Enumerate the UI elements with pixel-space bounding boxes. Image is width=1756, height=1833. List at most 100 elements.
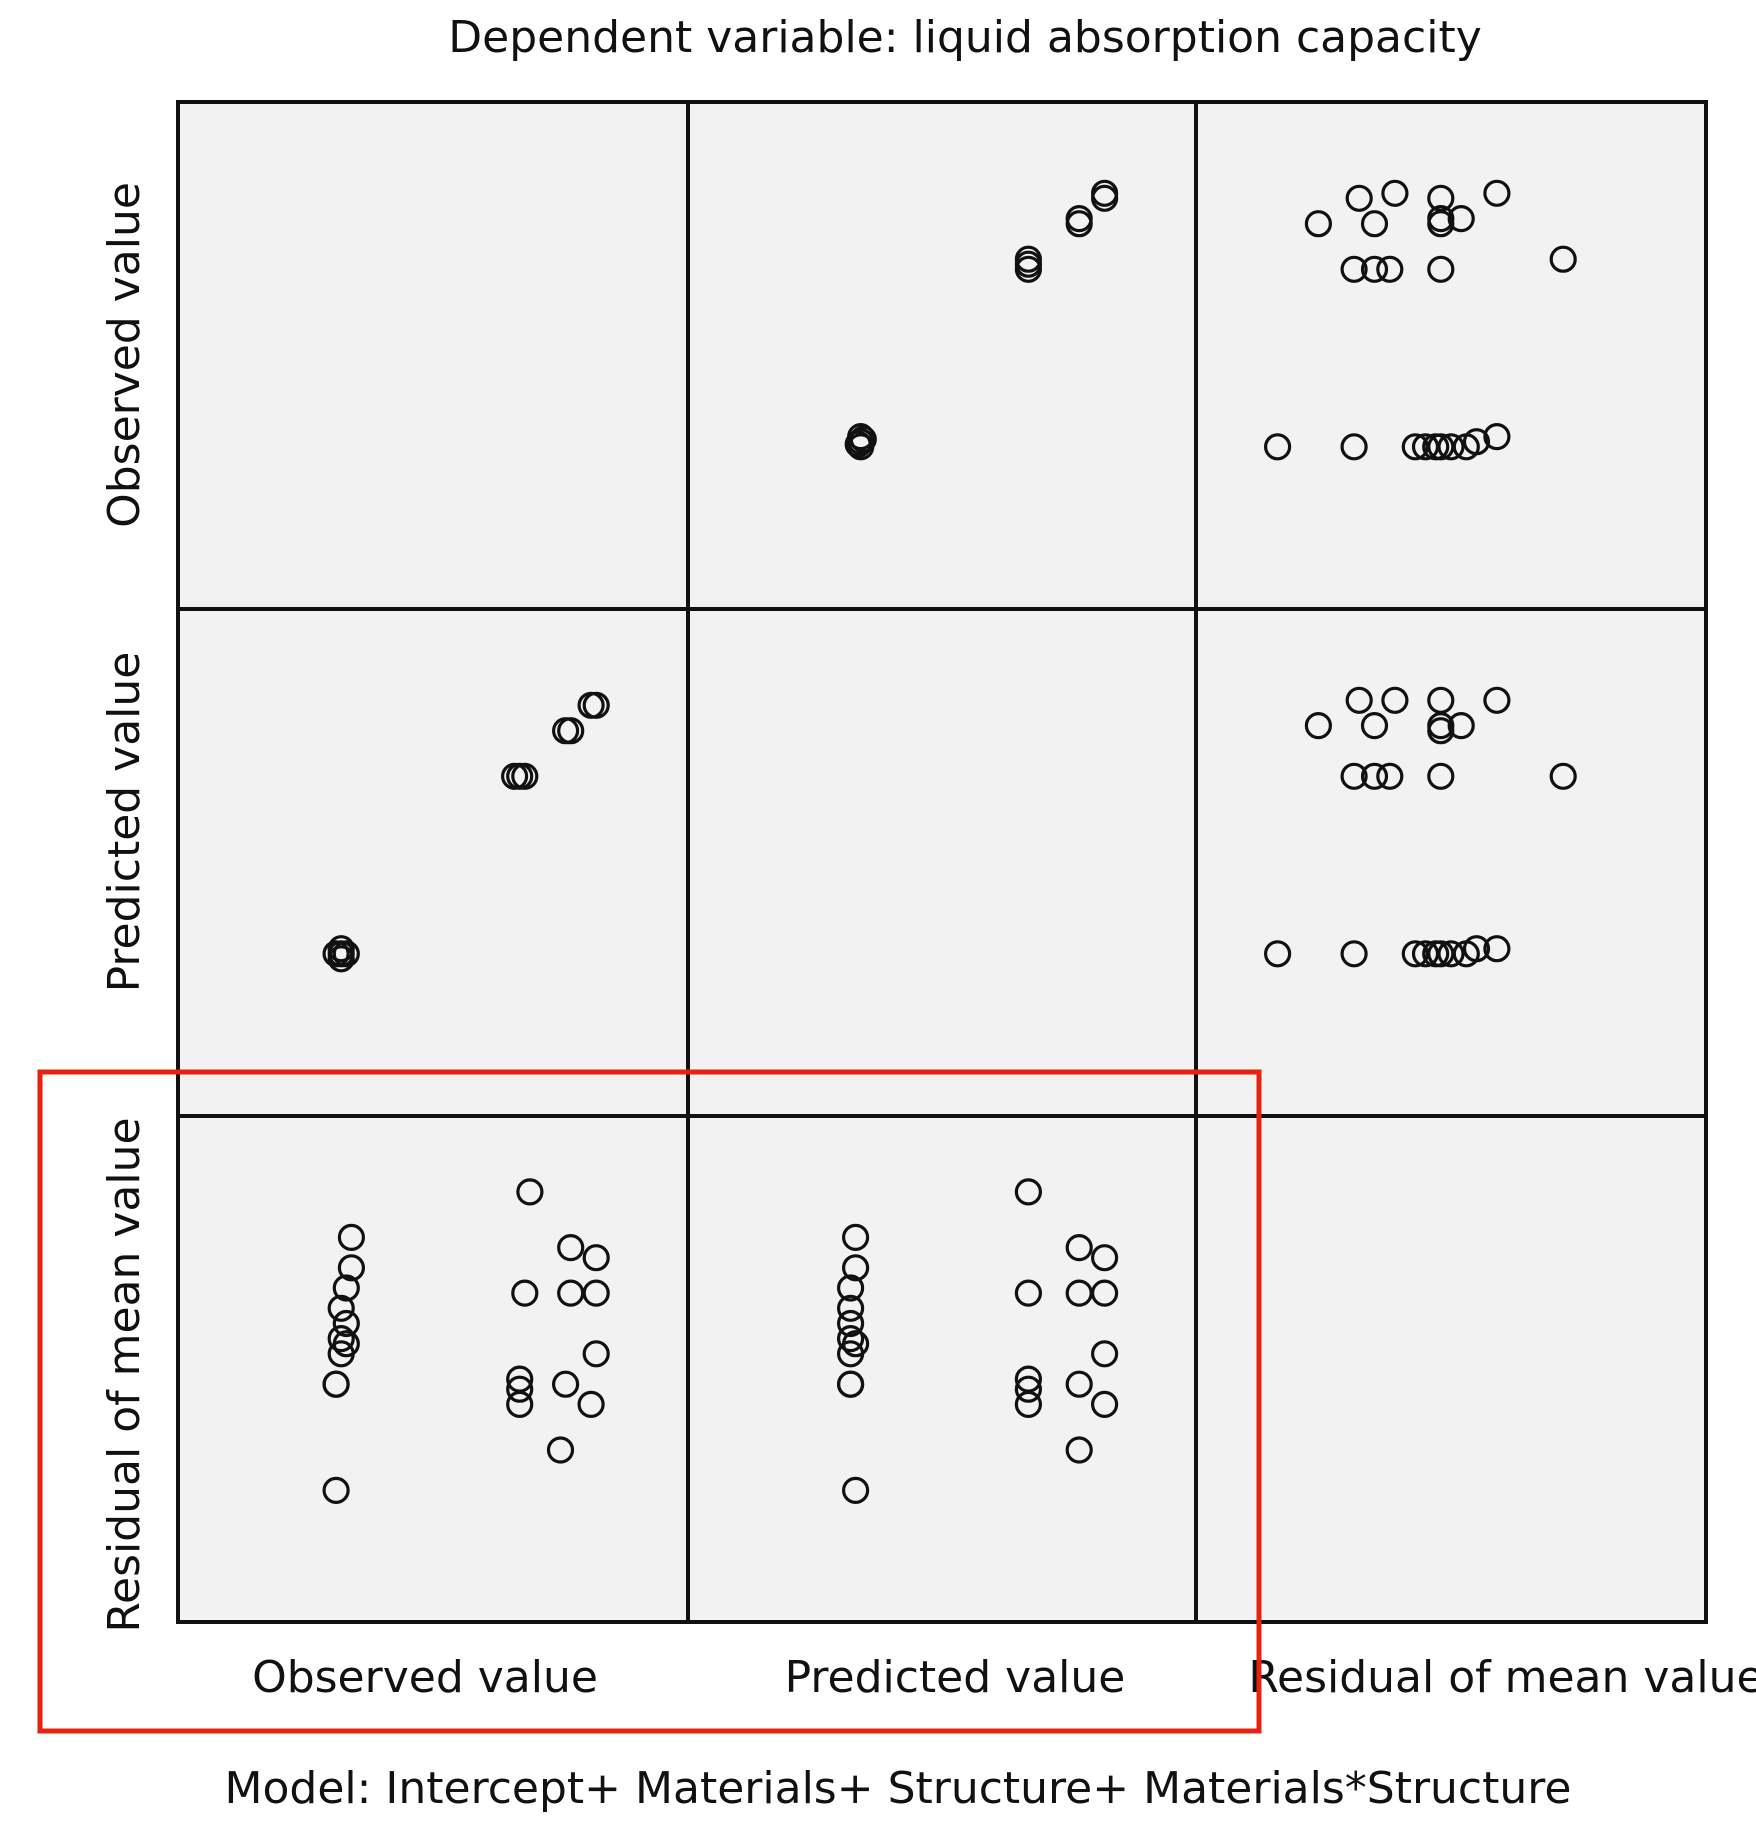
data-point [836, 1294, 865, 1322]
data-point [1014, 245, 1043, 273]
data-point [844, 430, 872, 458]
panel-r3-c1-points [322, 1178, 610, 1505]
panel-r1-c3-points [1263, 179, 1577, 461]
data-point [577, 691, 605, 719]
panel-r3-c3-bg [1196, 1116, 1706, 1622]
panel-r2-c3-points [1263, 686, 1577, 968]
data-point [1427, 762, 1455, 790]
data-point [327, 935, 355, 963]
panel-r2-c1-bg [178, 609, 688, 1116]
data-point [1065, 1436, 1093, 1464]
data-point [1090, 184, 1119, 212]
matrix-grid [176, 100, 1708, 1624]
data-point [1360, 210, 1389, 238]
panel-r2-c3-bg [1196, 609, 1706, 1116]
data-point [841, 1254, 870, 1282]
row-label-3: Residual of mean value [99, 1117, 150, 1632]
data-point [327, 1340, 355, 1368]
data-point [1462, 428, 1491, 456]
data-point [836, 1324, 865, 1353]
data-point [836, 1309, 865, 1338]
data-point [327, 1324, 355, 1353]
data-point [506, 1390, 534, 1419]
points-layer [322, 179, 1577, 1505]
data-point [841, 1476, 870, 1505]
data-point [1090, 1244, 1119, 1272]
data-point [1090, 1340, 1119, 1368]
data-point [511, 762, 539, 790]
data-point [1376, 255, 1404, 283]
data-point [1304, 711, 1333, 740]
data-point [1381, 686, 1409, 714]
data-point [1340, 255, 1368, 283]
data-point [1462, 935, 1491, 963]
data-point [327, 1294, 355, 1322]
data-point [551, 717, 580, 745]
data-point [327, 945, 355, 973]
data-point [577, 1390, 605, 1419]
data-point [1065, 210, 1093, 238]
data-point [337, 1223, 365, 1252]
data-point [322, 1476, 350, 1505]
data-point [1014, 1178, 1043, 1206]
data-point [332, 940, 360, 968]
data-point [1014, 1375, 1043, 1403]
data-point [1483, 935, 1511, 963]
data-point [1263, 433, 1292, 461]
data-point [516, 1178, 544, 1206]
data-point [849, 425, 877, 453]
data-point [1360, 255, 1389, 283]
panel-r3-c1-bg [178, 1116, 688, 1622]
data-point [1304, 210, 1333, 238]
data-point [1014, 1279, 1043, 1307]
data-point [1447, 205, 1475, 233]
data-point [1065, 1370, 1093, 1398]
panel-r3-c2-points [836, 1178, 1119, 1505]
data-point [322, 940, 350, 968]
data-point [1014, 1390, 1043, 1419]
panel-r1-c1-bg [178, 102, 688, 609]
data-point [582, 1244, 610, 1272]
data-point [582, 1340, 610, 1368]
data-point [1340, 940, 1368, 968]
panel-r2-c2-bg [688, 609, 1196, 1116]
data-point [1345, 184, 1373, 212]
data-point [1437, 940, 1465, 968]
data-point [1263, 940, 1292, 968]
data-point [1447, 711, 1475, 740]
data-point [1437, 433, 1465, 461]
matrix-frame [176, 100, 1708, 1624]
data-point [1427, 717, 1455, 745]
data-point [1345, 686, 1373, 714]
panel-r1-c2-bg [688, 102, 1196, 609]
data-point [1360, 711, 1389, 740]
col-label-3: Residual of mean value [1248, 1652, 1756, 1703]
panel-backgrounds [178, 102, 1706, 1622]
data-point [1376, 762, 1404, 790]
data-point [551, 1370, 580, 1398]
chart-title: Dependent variable: liquid absorption ca… [448, 12, 1481, 63]
data-point [1483, 686, 1511, 714]
data-point [1483, 179, 1511, 207]
data-point [836, 1370, 865, 1398]
data-point [332, 1274, 360, 1302]
data-point [1065, 1233, 1093, 1262]
panel-r1-c3-bg [1196, 102, 1706, 609]
data-point [546, 1436, 575, 1464]
data-point [511, 1279, 539, 1307]
data-point [1014, 255, 1043, 283]
panel-r1-c2-points [844, 179, 1119, 461]
data-point [1549, 762, 1577, 790]
col-label-2: Predicted value [785, 1652, 1126, 1703]
data-point [1381, 179, 1409, 207]
data-point [500, 762, 529, 790]
data-point [557, 1233, 585, 1262]
data-point [841, 1223, 870, 1252]
data-point [322, 1370, 350, 1398]
data-point [1090, 1390, 1119, 1419]
data-point [1427, 210, 1455, 238]
data-point [1090, 1279, 1119, 1307]
data-point [1340, 433, 1368, 461]
data-point [836, 1274, 865, 1302]
